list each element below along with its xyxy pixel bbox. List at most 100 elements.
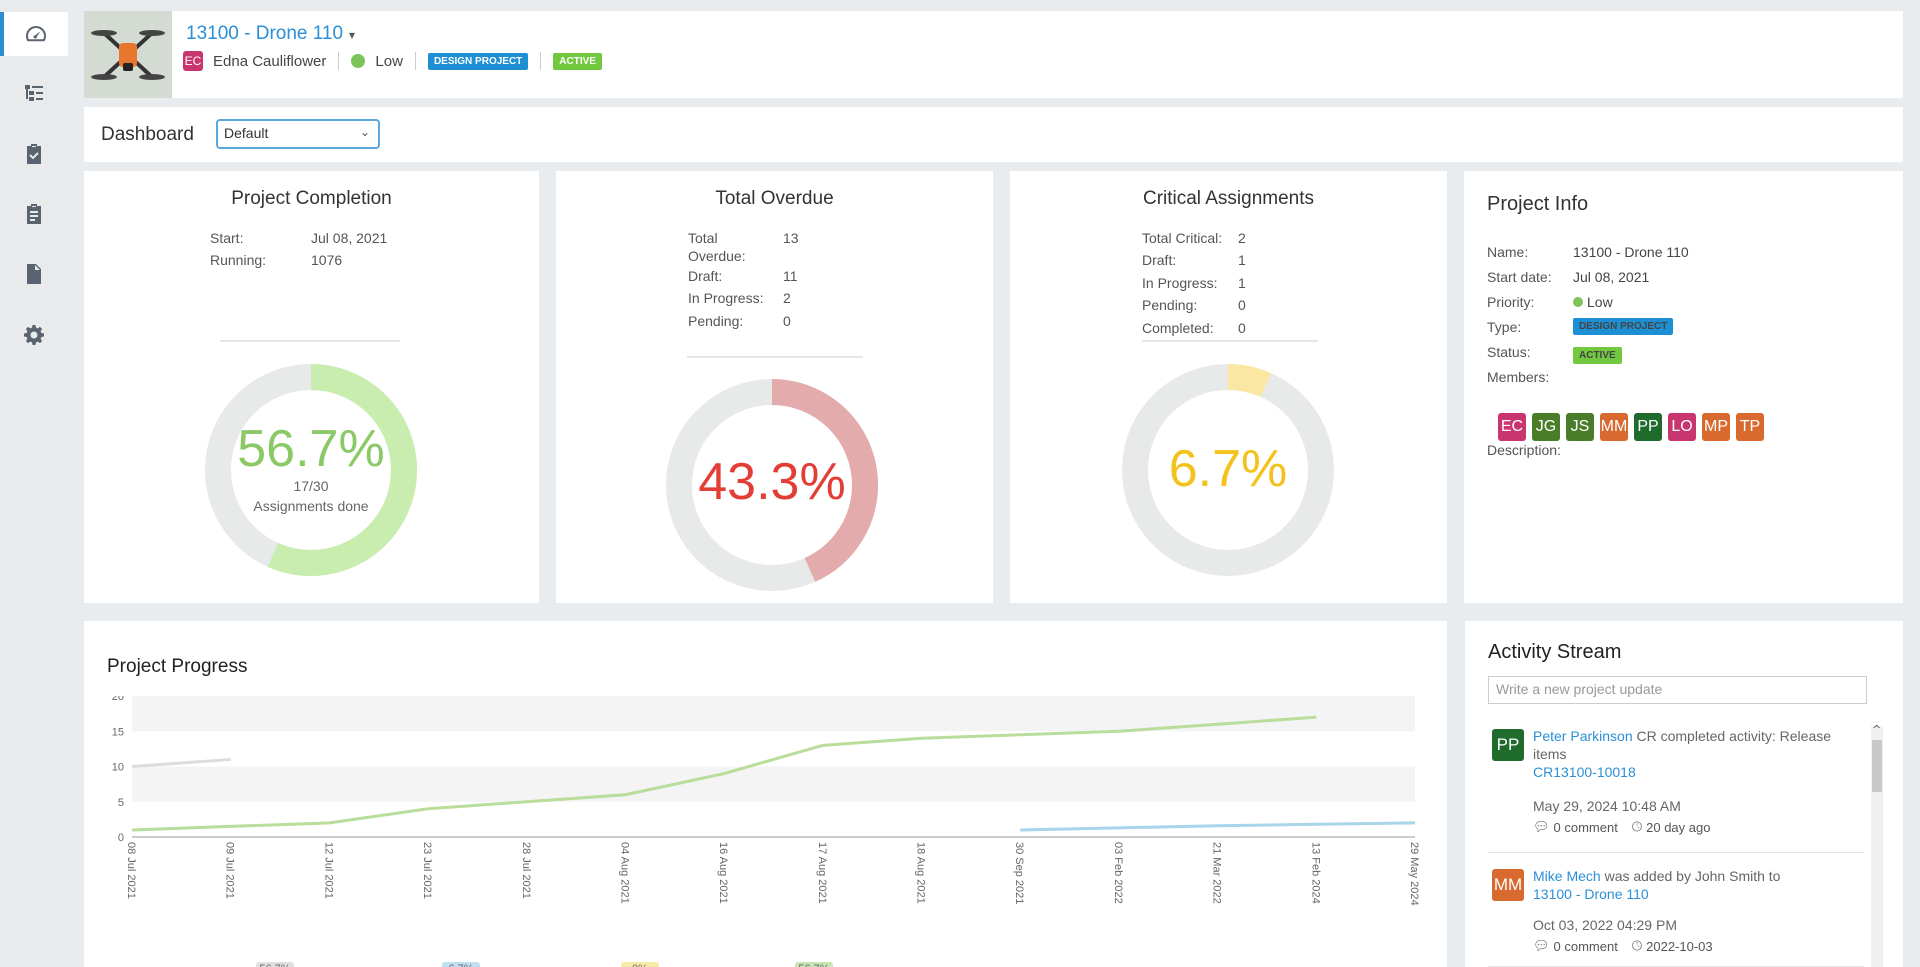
priority-dot-icon <box>1573 297 1583 307</box>
info-status-row: Status: ACTIVE <box>1487 344 1622 364</box>
donut-arc <box>1122 364 1334 576</box>
activity-date: Oct 03, 2022 04:29 PM <box>1533 917 1677 933</box>
comment-count[interactable]: 0 comment <box>1553 938 1618 954</box>
svg-text:6.7%: 6.7% <box>448 963 473 967</box>
running-value: 1076 <box>311 252 343 268</box>
chevron-down-icon[interactable]: ▾ <box>349 28 356 42</box>
project-info-card: Project Info Name: 13100 - Drone 110 Sta… <box>1464 171 1903 603</box>
progress-chart: 0 5 10 15 20 08 Jul 2021 09 Jul 2021 12 Jul 202… <box>112 696 1420 967</box>
user-link[interactable]: Mike Mech <box>1533 868 1601 884</box>
dashboard-select-value[interactable]: Default <box>224 125 269 141</box>
project-title-text[interactable]: 13100 - Drone 110 <box>186 23 344 44</box>
divider <box>414 52 416 70</box>
member-avatar[interactable]: JG <box>1532 413 1560 441</box>
activity-stream-card: Activity Stream Write a new project upda… <box>1465 621 1903 967</box>
user-avatar[interactable]: MM <box>1492 869 1524 901</box>
grid-band <box>132 766 1415 802</box>
clock-icon: 🕓︎ <box>1631 938 1643 953</box>
chevron-down-icon[interactable]: ⌄ <box>359 125 370 139</box>
total-critical-value: 2 <box>1238 230 1246 246</box>
pending-value: 0 <box>1238 297 1246 313</box>
priority-dot-icon <box>351 54 366 68</box>
activity-item: PP Peter Parkinson CR completed activity… <box>1488 721 1864 853</box>
member-avatar[interactable]: TP <box>1736 413 1764 441</box>
project-completion-card: Project Completion Start: Jul 08, 2021 R… <box>84 171 539 603</box>
info-label: Start date: <box>1487 269 1552 285</box>
nav-tasks[interactable] <box>0 132 68 176</box>
project-update-input[interactable]: Write a new project update <box>1488 676 1867 704</box>
member-avatar[interactable]: PP <box>1634 413 1662 441</box>
overdue-percent: 43.3% <box>698 453 846 511</box>
info-name-row: Name: 13100 - Drone 110 <box>1487 244 1689 264</box>
draft-label: Draft: <box>688 268 723 284</box>
member-avatar[interactable]: MM <box>1600 413 1628 441</box>
comment-icon: 💬︎ <box>1533 819 1550 834</box>
donut-arc <box>205 364 417 576</box>
user-avatar[interactable]: PP <box>1492 729 1524 761</box>
time-ago: 20 day ago <box>1646 819 1711 835</box>
info-members-row: Members: <box>1487 369 1549 389</box>
project-title[interactable]: 13100 - Drone 110 ▾ <box>186 23 355 45</box>
nav-documents[interactable] <box>0 252 68 296</box>
item-link[interactable]: 13100 - Drone 110 <box>1533 886 1649 902</box>
comment-count[interactable]: 0 comment <box>1553 819 1618 835</box>
running-label: Running: <box>210 252 267 268</box>
nav-assignments[interactable] <box>0 192 68 236</box>
tree-list-icon <box>25 85 43 101</box>
scrollbar-thumb[interactable] <box>1872 740 1882 792</box>
member-avatar[interactable]: MP <box>1702 413 1730 441</box>
activity-meta: 💬︎ 0 comment 🕓︎ 20 day ago <box>1533 819 1710 835</box>
nav-structure[interactable] <box>0 72 68 116</box>
card-title: Total Overdue <box>715 188 834 209</box>
overdue-donut <box>666 379 878 591</box>
clipboard-list-icon <box>27 204 41 224</box>
nav-dashboard[interactable] <box>0 12 68 56</box>
total-critical-label: Total Critical: <box>1142 230 1223 246</box>
activity-scrollbar[interactable]: ^ <box>1871 723 1883 967</box>
member-avatar[interactable]: LO <box>1668 413 1696 441</box>
completion-percent: 56.7% <box>237 420 385 478</box>
activity-description: was added by John Smith to <box>1600 868 1781 884</box>
in-progress-value: 1 <box>1238 275 1246 291</box>
svg-text:56.7%: 56.7% <box>259 963 290 967</box>
x-tick-label: 13 Feb 2024 <box>1309 842 1321 904</box>
total-overdue-card: Total Overdue Total Overdue: 13 Draft: 11… <box>556 171 993 603</box>
member-avatar[interactable]: EC <box>1498 413 1526 441</box>
completion-donut <box>205 364 417 576</box>
members-list: EC JG JS MM PP LO MP TP <box>1498 413 1764 441</box>
info-label: Type: <box>1487 319 1522 335</box>
activity-description: CR completed activity: Release items <box>1533 728 1832 762</box>
drone-image <box>84 11 172 98</box>
draft-label: Draft: <box>1142 252 1177 268</box>
x-tick-label: 29 May 2024 <box>1408 842 1420 906</box>
info-label: Status: <box>1487 344 1531 360</box>
owner-avatar: EC <box>183 51 203 71</box>
x-tick-label: 28 Jul 2021 <box>520 842 532 899</box>
completed-value: 0 <box>1238 320 1246 336</box>
card-title: Project Completion <box>231 188 392 209</box>
pending-value: 0 <box>783 313 791 329</box>
legend-label: 0% <box>621 962 659 967</box>
activity-item: MM Mike Mech was added by John Smith to … <box>1488 861 1864 967</box>
project-header: 13100 - Drone 110 ▾ EC Edna Cauliflower L… <box>84 11 1903 98</box>
user-link[interactable]: Peter Parkinson <box>1533 728 1633 744</box>
nav-settings[interactable] <box>0 313 68 357</box>
activity-date: May 29, 2024 10:48 AM <box>1533 798 1681 814</box>
dashboard-select[interactable]: Default ⌄ <box>216 119 380 149</box>
x-tick-label: 30 Sep 2021 <box>1013 842 1025 904</box>
item-link[interactable]: CR13100-10018 <box>1533 764 1636 780</box>
member-avatar[interactable]: JS <box>1566 413 1594 441</box>
x-tick-label: 12 Jul 2021 <box>322 842 334 899</box>
critical-percent: 6.7% <box>1168 440 1288 498</box>
y-tick-label: 5 <box>118 797 124 809</box>
info-start-value: Jul 08, 2021 <box>1573 269 1650 285</box>
card-title: Project Info <box>1487 193 1589 215</box>
priority-text: Low <box>375 52 403 70</box>
y-tick-label: 15 <box>112 726 124 738</box>
priority-text: Low <box>1587 294 1613 310</box>
pending-label: Pending: <box>1142 297 1198 313</box>
chevron-up-icon[interactable]: ^ <box>1872 723 1882 736</box>
info-label: Priority: <box>1487 294 1535 310</box>
info-description-row: Description: <box>1487 442 1561 462</box>
x-tick-label: 09 Jul 2021 <box>224 842 236 899</box>
